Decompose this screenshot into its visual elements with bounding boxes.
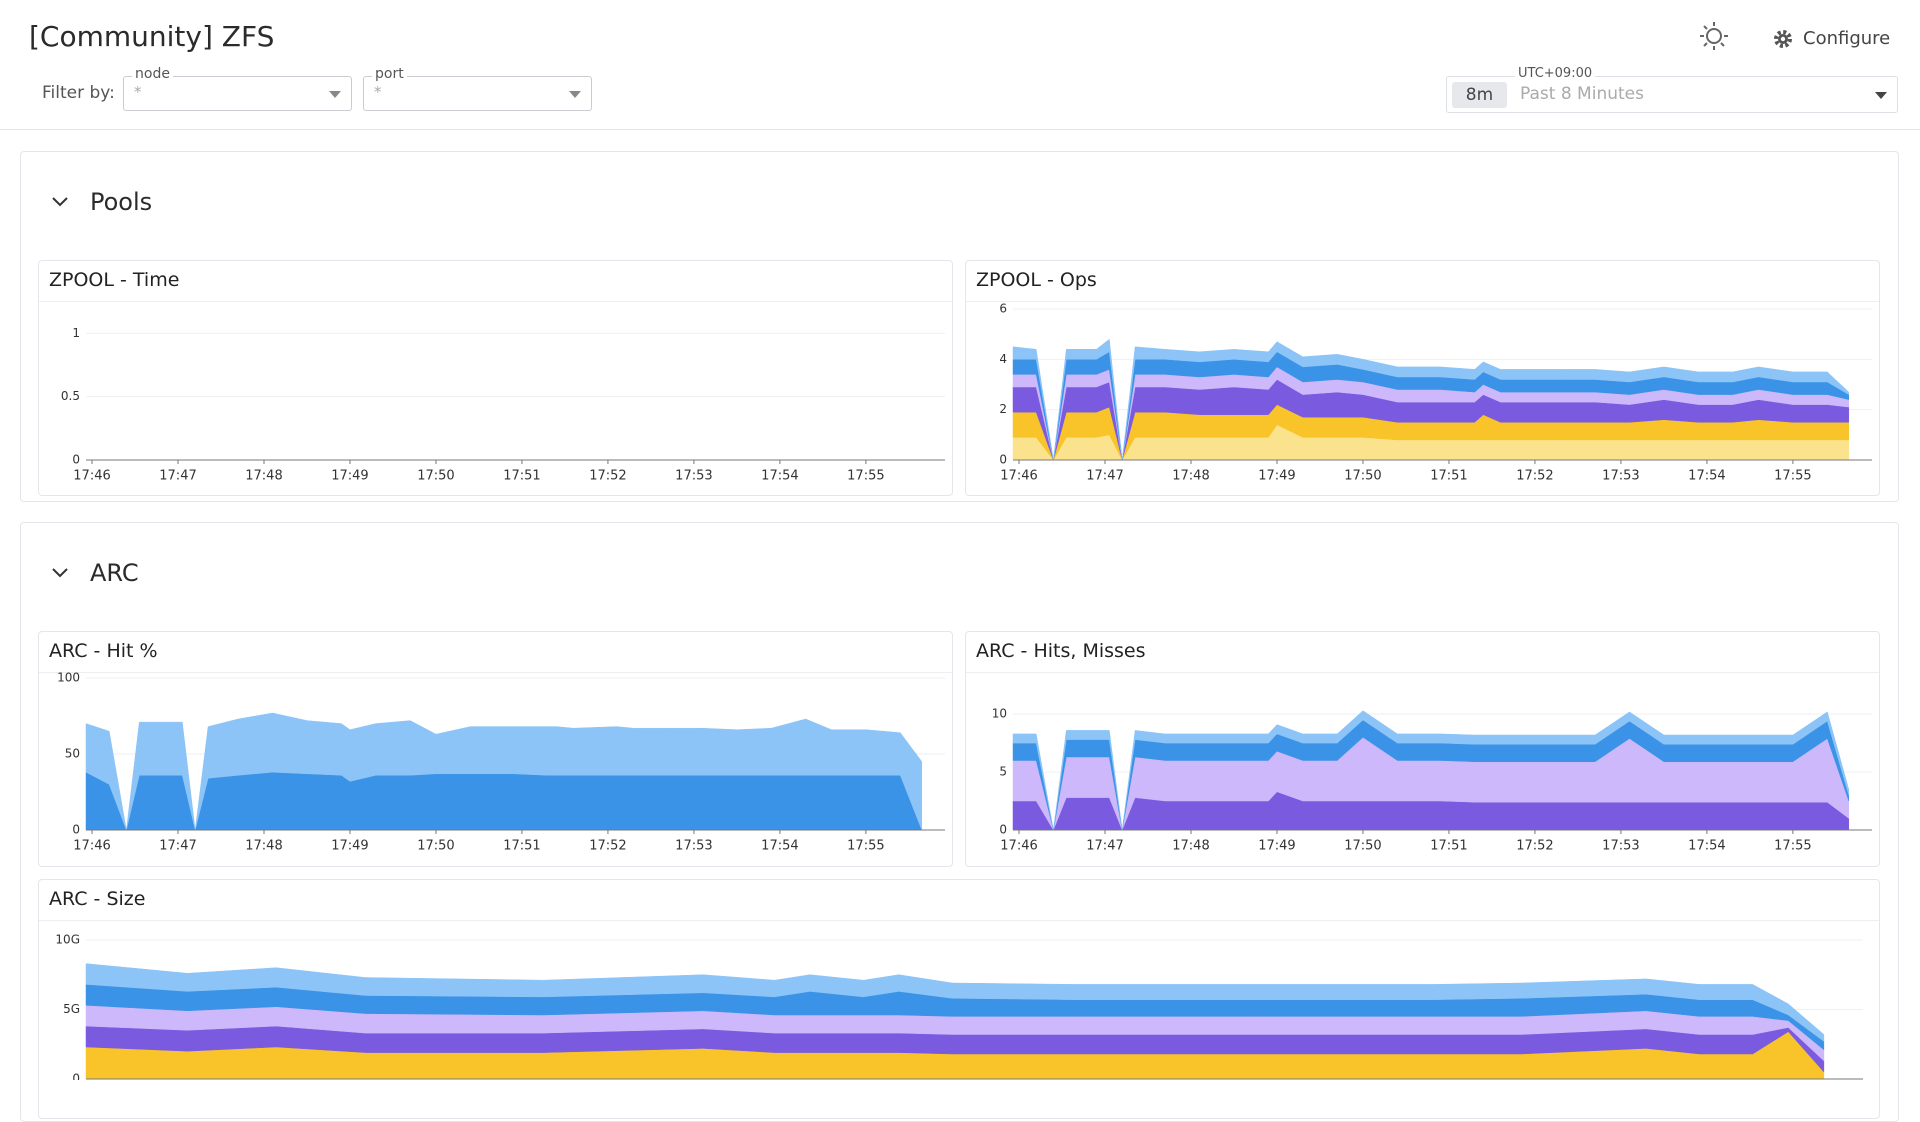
filter-label: Filter by: (42, 83, 115, 103)
widget-title: ZPOOL - Ops (976, 269, 1097, 291)
widget-title: ZPOOL - Time (49, 269, 180, 291)
filter-value: * (134, 83, 142, 101)
widget: ZPOOL - Ops (965, 260, 1880, 496)
time-picker[interactable]: UTC+09:00 8m Past 8 Minutes (1446, 66, 1898, 113)
widget: ARC - Hit % (38, 631, 953, 867)
filter-name: node (132, 66, 173, 82)
collapse-chevron[interactable] (50, 194, 70, 210)
section-title: Pools (90, 188, 153, 216)
widget-title: ARC - Hit % (49, 640, 158, 662)
widget-title: ARC - Hits, Misses (976, 640, 1146, 662)
widget-divider (39, 672, 952, 673)
theme-toggle[interactable] (1700, 18, 1730, 52)
header-divider (0, 129, 1920, 130)
widget: ZPOOL - Time (38, 260, 953, 496)
section-title: ARC (90, 559, 139, 587)
filter-name: port (372, 66, 407, 82)
widget: ARC - Hits, Misses (965, 631, 1880, 867)
widget: ARC - Size (38, 879, 1880, 1119)
page-title: [Community] ZFS (29, 20, 275, 53)
collapse-chevron[interactable] (50, 565, 70, 581)
widget-divider (39, 301, 952, 302)
timezone: UTC+09:00 (1515, 66, 1596, 81)
gear-icon (1774, 30, 1792, 48)
page: [Community] ZFS Filter by: node * port *… (0, 18, 1920, 1122)
widget-title: ARC - Size (49, 888, 146, 910)
configure-label: Configure (1803, 28, 1891, 49)
port-filter[interactable]: port * (363, 66, 592, 111)
caret (1875, 92, 1887, 99)
widget-divider (39, 920, 1879, 921)
caret (329, 91, 341, 98)
node-filter[interactable]: node * (123, 66, 352, 111)
range-chip: 8m (1452, 82, 1507, 108)
widget-divider (966, 672, 1879, 673)
range-label: Past 8 Minutes (1520, 84, 1644, 104)
filter-value: * (374, 83, 382, 101)
caret (569, 91, 581, 98)
widget-divider (966, 301, 1879, 302)
